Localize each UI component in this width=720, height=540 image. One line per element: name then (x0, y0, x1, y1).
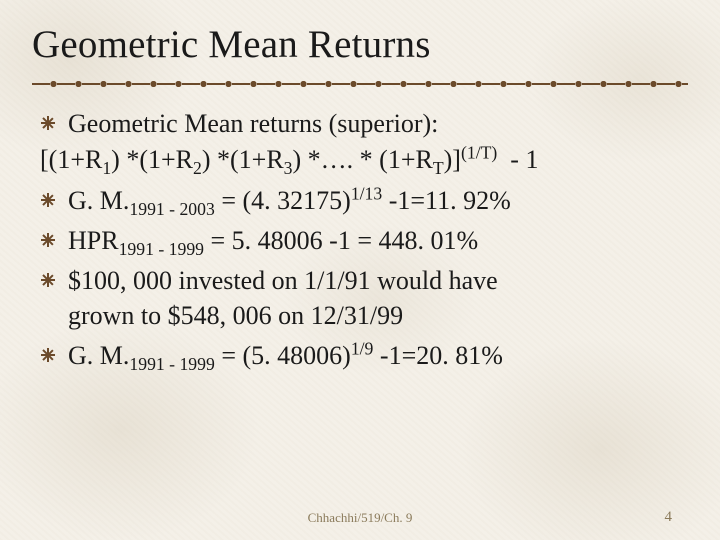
slide-title: Geometric Mean Returns (32, 22, 688, 67)
title-divider (32, 81, 688, 87)
item-text: G. M.1991 - 2003 = (4. 32175)1/13 -1=11.… (68, 184, 511, 218)
bullet-icon (40, 232, 56, 248)
item-text: $100, 000 invested on 1/1/91 would have … (68, 264, 498, 333)
bullet-item: $100, 000 invested on 1/1/91 would have … (40, 264, 688, 333)
item-line2: grown to $548, 006 on 12/31/99 (68, 301, 403, 330)
bullet-item: HPR1991 - 1999 = 5. 48006 -1 = 448. 01% (40, 224, 688, 258)
slide-body: Geometric Mean returns (superior): [(1+R… (32, 107, 688, 373)
bullet-icon (40, 192, 56, 208)
page-number: 4 (665, 509, 673, 526)
item-text: HPR1991 - 1999 = 5. 48006 -1 = 448. 01% (68, 224, 478, 258)
bullet-item: Geometric Mean returns (superior): (40, 107, 688, 141)
item-line1: $100, 000 invested on 1/1/91 would have (68, 266, 498, 295)
bullet-item: G. M.1991 - 2003 = (4. 32175)1/13 -1=11.… (40, 184, 688, 218)
footer-text: Chhachhi/519/Ch. 9 (308, 510, 413, 526)
item-text: Geometric Mean returns (superior): (68, 107, 438, 141)
slide: Geometric Mean Returns (0, 0, 720, 540)
bullet-icon (40, 272, 56, 288)
bullet-item: G. M.1991 - 1999 = (5. 48006)1/9 -1=20. … (40, 339, 688, 373)
bullet-icon (40, 115, 56, 131)
bullet-icon (40, 347, 56, 363)
slide-footer: Chhachhi/519/Ch. 9 4 (0, 510, 720, 526)
item-text-cont: [(1+R1) *(1+R2) *(1+R3) *…. * (1+RT)](1/… (40, 143, 688, 177)
item-text: G. M.1991 - 1999 = (5. 48006)1/9 -1=20. … (68, 339, 503, 373)
